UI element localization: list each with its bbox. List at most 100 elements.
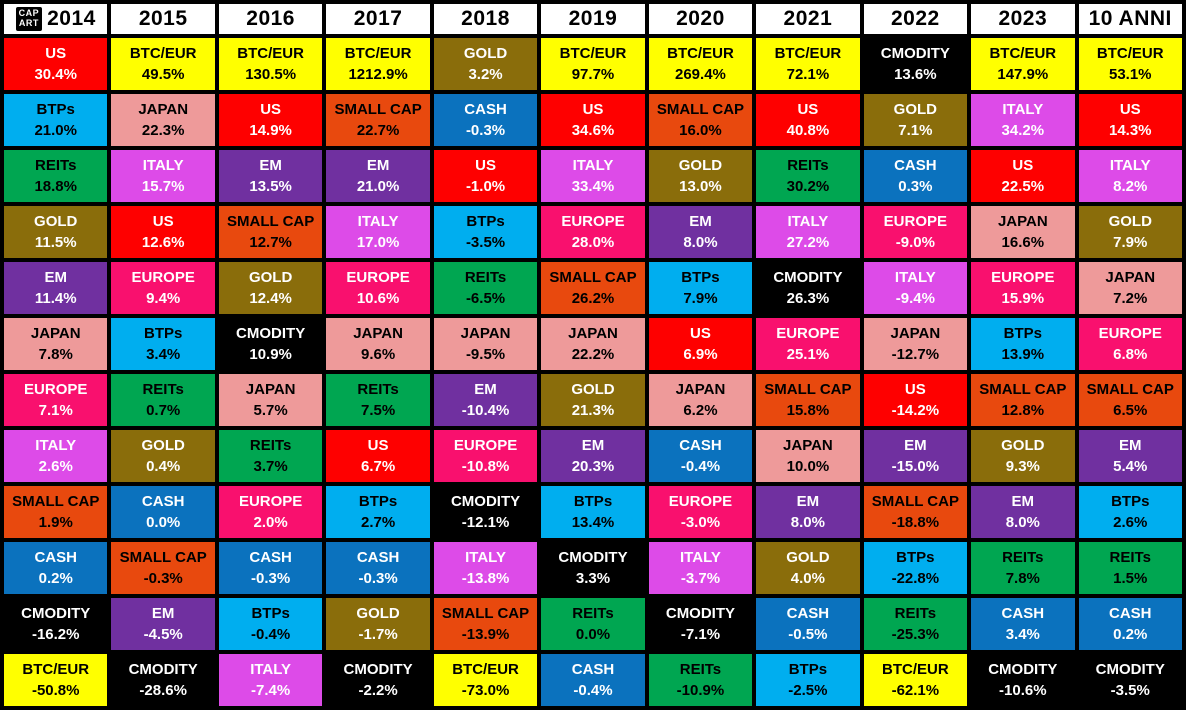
asset-label: CMODITY: [128, 660, 198, 678]
asset-label: EM: [259, 156, 282, 174]
asset-return-value: 3.3%: [575, 570, 611, 588]
asset-label: GOLD: [1108, 212, 1152, 230]
asset-return-value: 16.6%: [1001, 234, 1045, 252]
asset-return-value: 30.4%: [34, 66, 77, 84]
asset-cell: JAPAN 6.2%: [648, 374, 753, 426]
asset-return-value: 13.9%: [1001, 346, 1045, 364]
asset-label: EM: [1119, 436, 1142, 454]
asset-cell: BTPs 7.9%: [648, 262, 753, 314]
year-header: 2017: [326, 4, 430, 34]
asset-return-value: 20.3%: [571, 458, 615, 476]
asset-cell: CMODITY 10.9%: [218, 318, 323, 370]
asset-cell: REITs 30.2%: [756, 150, 860, 202]
asset-return-value: 0.7%: [146, 402, 181, 420]
asset-return-value: -13.9%: [461, 626, 510, 644]
asset-label: ITALY: [465, 548, 506, 566]
asset-cell: REITs -10.9%: [648, 654, 753, 706]
asset-cell: BTPs 13.4%: [541, 486, 645, 538]
asset-label: EM: [1011, 492, 1035, 510]
asset-label: JAPAN: [997, 212, 1048, 230]
asset-return-value: 7.9%: [1113, 234, 1148, 252]
asset-cell: US -14.2%: [863, 374, 968, 426]
asset-return-value: 12.6%: [141, 234, 185, 252]
asset-cell: ITALY -7.4%: [218, 654, 323, 706]
asset-cell: CMODITY -28.6%: [111, 654, 215, 706]
asset-cell: CMODITY -12.1%: [433, 486, 538, 538]
asset-return-value: 1.9%: [38, 514, 73, 532]
asset-return-value: 9.3%: [1005, 458, 1040, 476]
year-header: 10 ANNI: [1078, 4, 1182, 34]
asset-cell: JAPAN 22.2%: [541, 318, 645, 370]
asset-label: EM: [151, 604, 175, 622]
asset-return-value: 10.6%: [356, 290, 400, 308]
asset-cell: BTPs 2.7%: [326, 486, 430, 538]
asset-label: BTC/EUR: [237, 44, 304, 62]
asset-cell: US -1.0%: [433, 150, 538, 202]
asset-return-value: 22.3%: [141, 122, 185, 140]
asset-cell: EM 8.0%: [971, 486, 1075, 538]
asset-cell: SMALL CAP 12.7%: [218, 206, 323, 258]
asset-label: CASH: [679, 436, 722, 454]
asset-label: CASH: [249, 548, 292, 566]
asset-return-value: -1.0%: [465, 178, 506, 196]
asset-label: REITs: [679, 660, 722, 678]
asset-return-value: -9.4%: [895, 290, 935, 308]
asset-label: US: [690, 324, 711, 342]
asset-return-value: -0.3%: [251, 570, 291, 588]
asset-cell: EM 11.4%: [4, 262, 108, 314]
asset-cell: EM -4.5%: [111, 598, 215, 650]
asset-cell: EUROPE 9.4%: [111, 262, 215, 314]
asset-label: EUROPE: [776, 324, 840, 342]
asset-return-value: -0.3%: [358, 570, 398, 588]
asset-label: US: [475, 156, 496, 174]
asset-label: CMODITY: [773, 268, 843, 286]
year-label: 2014: [47, 7, 96, 30]
asset-label: GOLD: [356, 604, 400, 622]
asset-cell: CASH 0.2%: [1078, 598, 1182, 650]
asset-cell: ITALY 33.4%: [541, 150, 645, 202]
year-label: 2022: [890, 7, 940, 30]
asset-label: CASH: [1001, 604, 1045, 622]
asset-label: REITs: [464, 268, 507, 286]
asset-return-value: -0.3%: [143, 570, 183, 588]
asset-label: EUROPE: [668, 492, 733, 510]
asset-label: JAPAN: [783, 436, 833, 454]
asset-label: CASH: [1109, 604, 1152, 622]
asset-label: JAPAN: [138, 100, 189, 118]
asset-cell: EUROPE -10.8%: [433, 430, 538, 482]
asset-cell: SMALL CAP -18.8%: [863, 486, 968, 538]
asset-cell: SMALL CAP 12.8%: [971, 374, 1075, 426]
asset-return-value: 14.3%: [1108, 122, 1152, 140]
asset-label: SMALL CAP: [12, 492, 100, 510]
asset-return-value: -3.0%: [680, 514, 721, 532]
asset-label: JAPAN: [890, 324, 941, 342]
asset-return-value: 6.7%: [360, 458, 396, 476]
asset-cell: CMODITY -16.2%: [4, 598, 108, 650]
asset-label: US: [1012, 156, 1034, 174]
asset-label: CASH: [894, 156, 937, 174]
asset-return-value: 0.3%: [898, 178, 933, 196]
logo-line-2: ART: [18, 18, 39, 28]
asset-cell: GOLD 9.3%: [971, 430, 1075, 482]
year-label: 2020: [676, 7, 725, 30]
asset-return-value: -2.2%: [358, 682, 398, 700]
asset-label: GOLD: [1001, 436, 1045, 454]
asset-return-value: 2.7%: [360, 514, 396, 532]
asset-cell: JAPAN 7.8%: [4, 318, 108, 370]
asset-return-value: 26.2%: [571, 290, 615, 308]
asset-label: EUROPE: [561, 212, 625, 230]
asset-return-value: -10.6%: [999, 682, 1047, 700]
asset-return-value: -50.8%: [31, 682, 80, 700]
asset-label: GOLD: [893, 100, 938, 118]
asset-return-value: 13.4%: [571, 514, 615, 532]
asset-return-value: 3.4%: [146, 346, 181, 364]
year-header: 2023: [971, 4, 1075, 34]
asset-return-value: 7.1%: [898, 122, 933, 140]
asset-label: CMODITY: [665, 604, 736, 622]
asset-return-value: 9.4%: [146, 290, 181, 308]
asset-return-value: -2.5%: [788, 682, 828, 700]
asset-return-value: -12.7%: [891, 346, 940, 364]
asset-return-value: 26.3%: [786, 290, 830, 308]
asset-label: CMODITY: [988, 660, 1058, 678]
asset-label: EM: [904, 436, 927, 454]
